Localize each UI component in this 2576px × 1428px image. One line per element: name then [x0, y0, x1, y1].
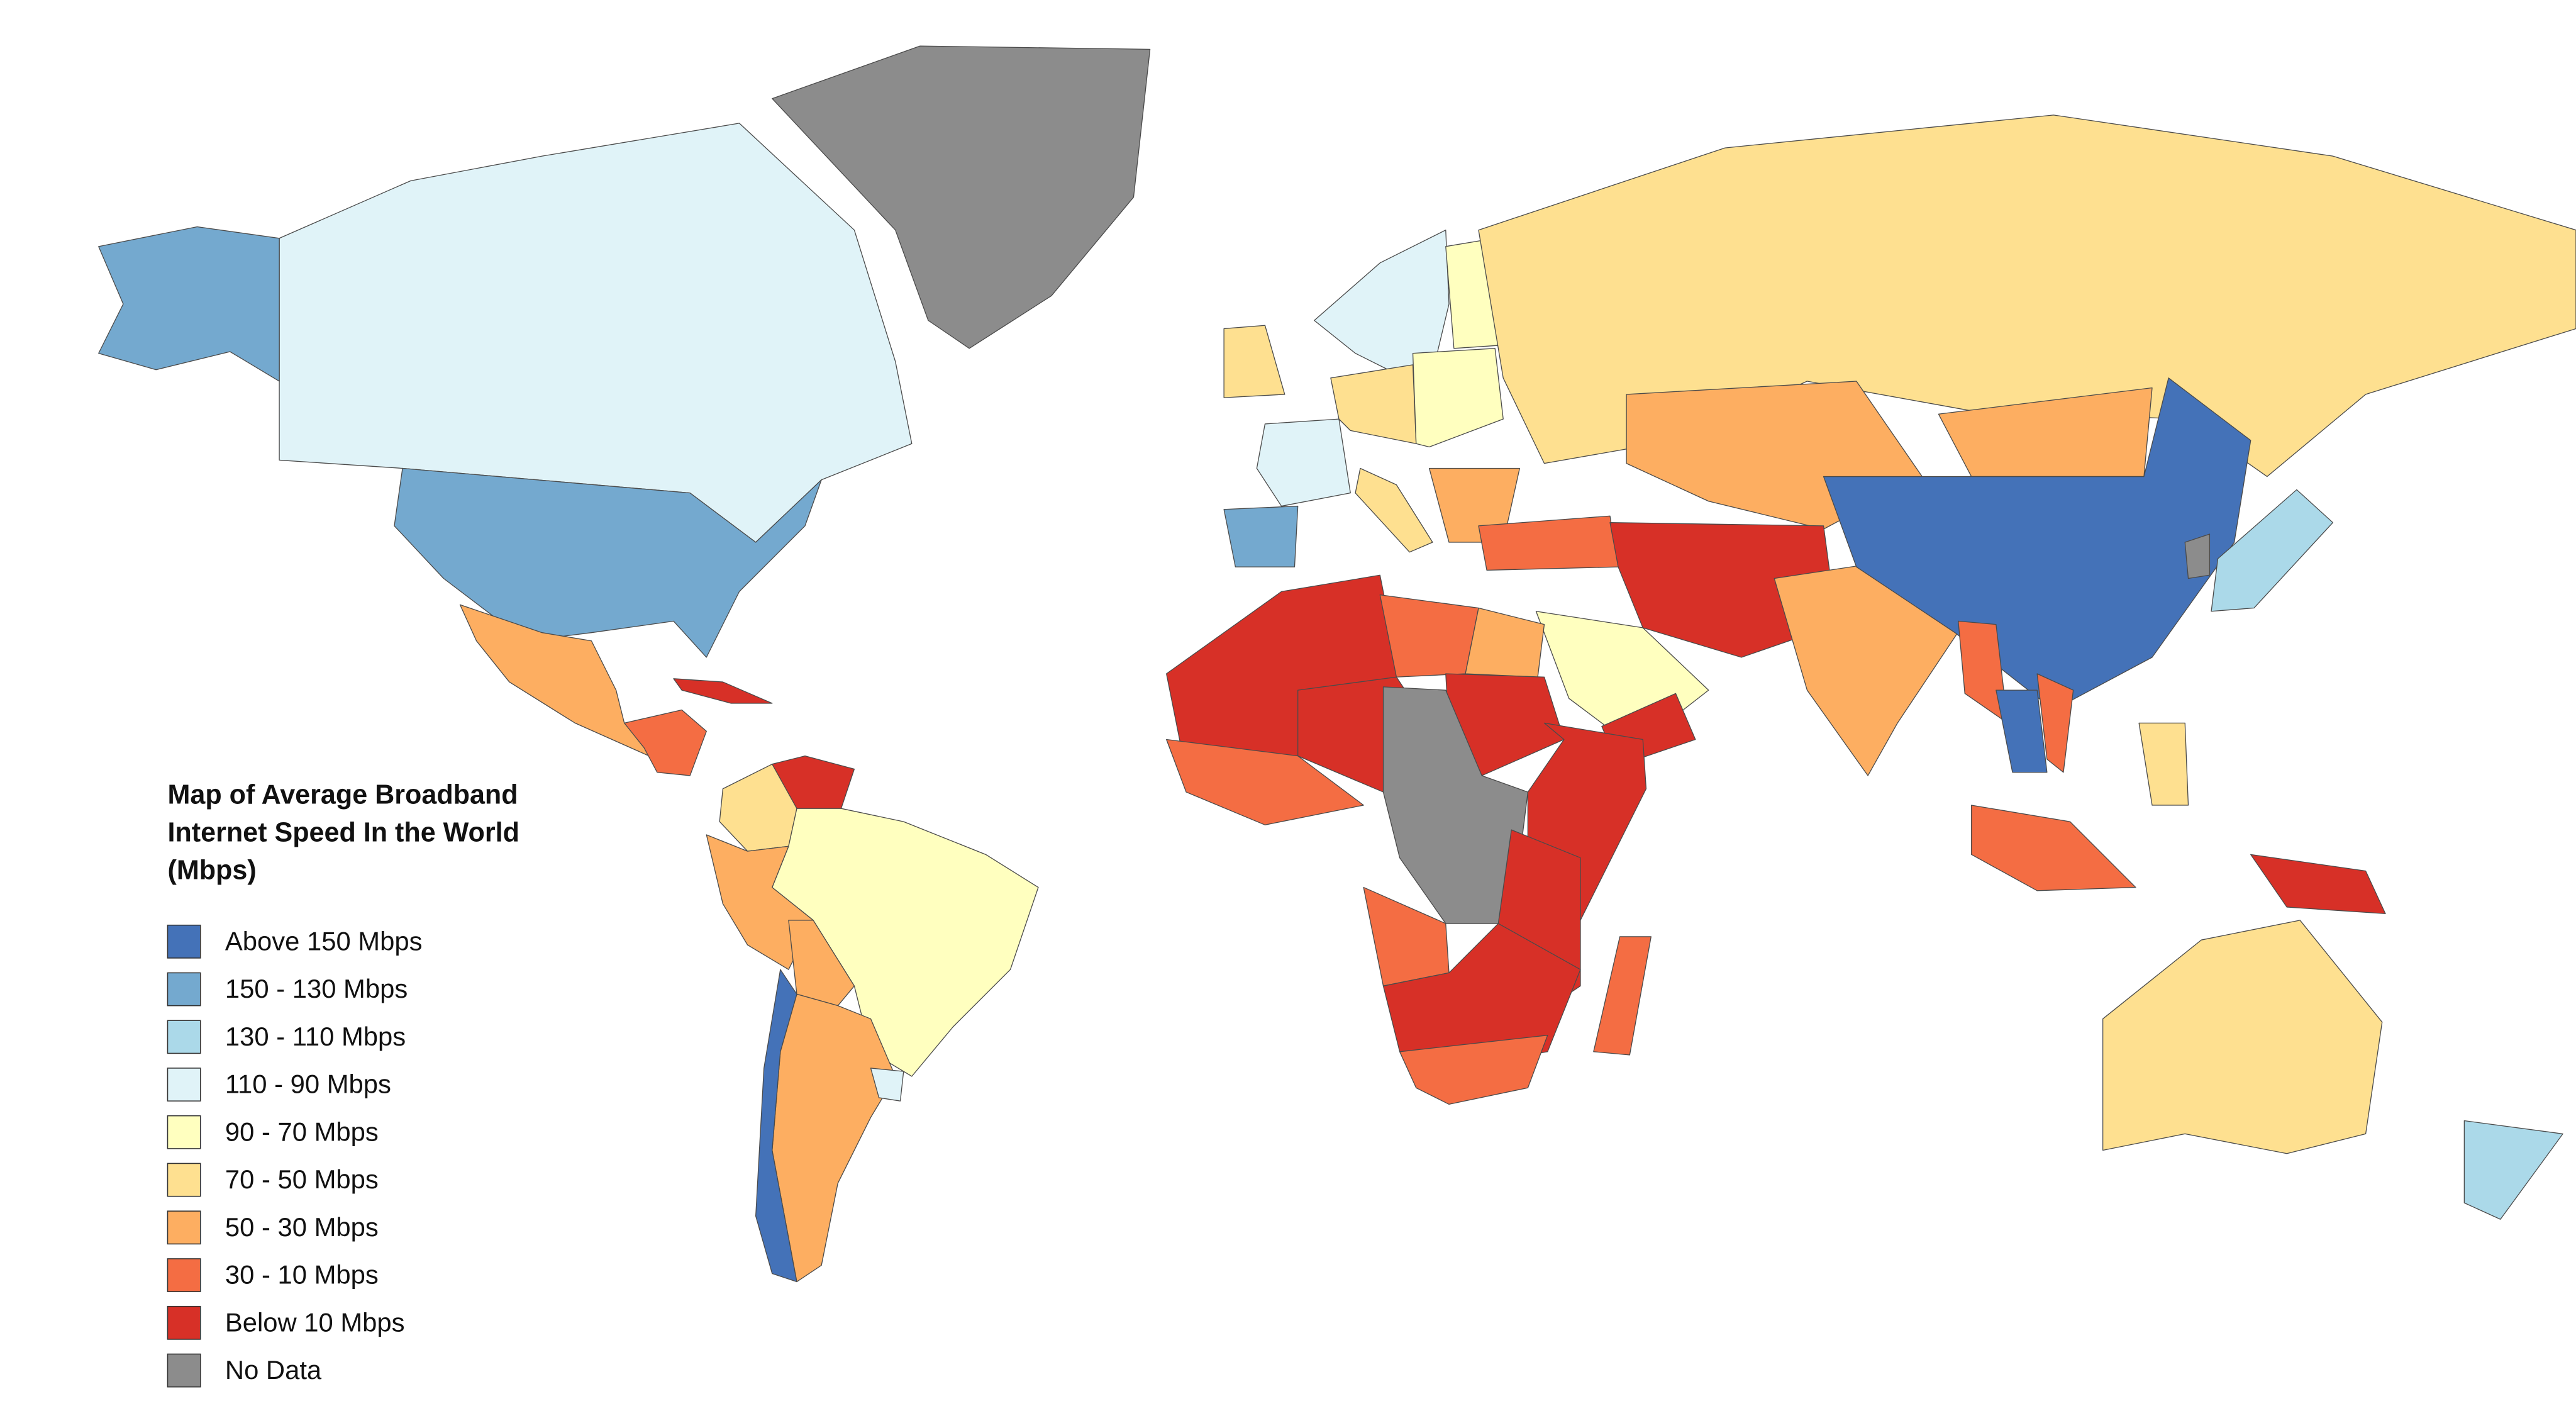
canada	[279, 123, 913, 543]
legend-label: 110 - 90 Mbps	[225, 1069, 391, 1099]
legend-swatch	[167, 972, 201, 1007]
title-line: Internet Speed In the World	[167, 817, 519, 847]
indonesia	[1971, 805, 2136, 891]
china	[1823, 377, 2251, 711]
legend-swatch	[167, 1020, 201, 1054]
russia	[1478, 114, 2576, 477]
legend-swatch	[167, 1305, 201, 1340]
legend-swatch	[167, 1353, 201, 1388]
madagascar	[1593, 936, 1652, 1056]
bolivia	[788, 920, 855, 1007]
legend-label: 150 - 130 Mbps	[225, 974, 408, 1003]
legend: Above 150 Mbps 150 - 130 Mbps 130 - 110 Mb…	[167, 924, 423, 1388]
legend-label: No Data	[225, 1355, 322, 1385]
egypt	[1465, 607, 1545, 678]
cuba	[673, 678, 773, 704]
greenland	[772, 45, 1151, 349]
legend-label: 70 - 50 Mbps	[225, 1164, 379, 1194]
new-zealand	[2463, 1120, 2563, 1220]
thailand	[1996, 689, 2048, 773]
spain	[1223, 505, 1299, 567]
turkey	[1478, 515, 1619, 571]
legend-label: 130 - 110 Mbps	[225, 1022, 406, 1051]
legend-label: 90 - 70 Mbps	[225, 1117, 379, 1146]
chile	[755, 969, 797, 1283]
countries	[98, 45, 2576, 1283]
legend-label: 30 - 10 Mbps	[225, 1260, 379, 1290]
korea	[2184, 533, 2211, 579]
legend-title: Map of Average Broadband Internet Speed …	[167, 779, 526, 885]
japan	[2211, 489, 2334, 612]
france	[1256, 418, 1351, 507]
uk	[1223, 325, 1285, 398]
italy	[1355, 467, 1433, 553]
scandinavia	[1314, 230, 1450, 387]
vietnam	[2036, 673, 2074, 773]
argentina	[772, 993, 896, 1283]
australia	[2102, 920, 2383, 1154]
title-line: (Mbps)	[167, 856, 256, 886]
legend-swatch	[167, 1115, 201, 1149]
west-africa	[1166, 739, 1364, 825]
alaska	[98, 226, 280, 382]
philippines	[2138, 722, 2189, 806]
legend-label: Below 10 Mbps	[225, 1307, 405, 1337]
title-line: Map of Average Broadband	[167, 779, 518, 810]
central-europe	[1330, 364, 1417, 444]
legend-label: Above 150 Mbps	[225, 926, 423, 956]
legend-swatch	[167, 1068, 201, 1102]
papua	[2250, 854, 2386, 915]
legend-swatch	[167, 1163, 201, 1197]
usa	[394, 467, 822, 658]
uruguay	[870, 1068, 904, 1102]
libya	[1379, 594, 1479, 678]
central-america	[624, 709, 707, 776]
legend-label: 50 - 30 Mbps	[225, 1212, 379, 1242]
legend-swatch	[167, 1258, 201, 1292]
iran-afghanistan	[1609, 522, 1838, 658]
south-africa	[1399, 1035, 1548, 1105]
legend-swatch	[167, 1210, 201, 1245]
eastern-europe	[1412, 348, 1504, 448]
legend-swatch	[167, 924, 201, 959]
